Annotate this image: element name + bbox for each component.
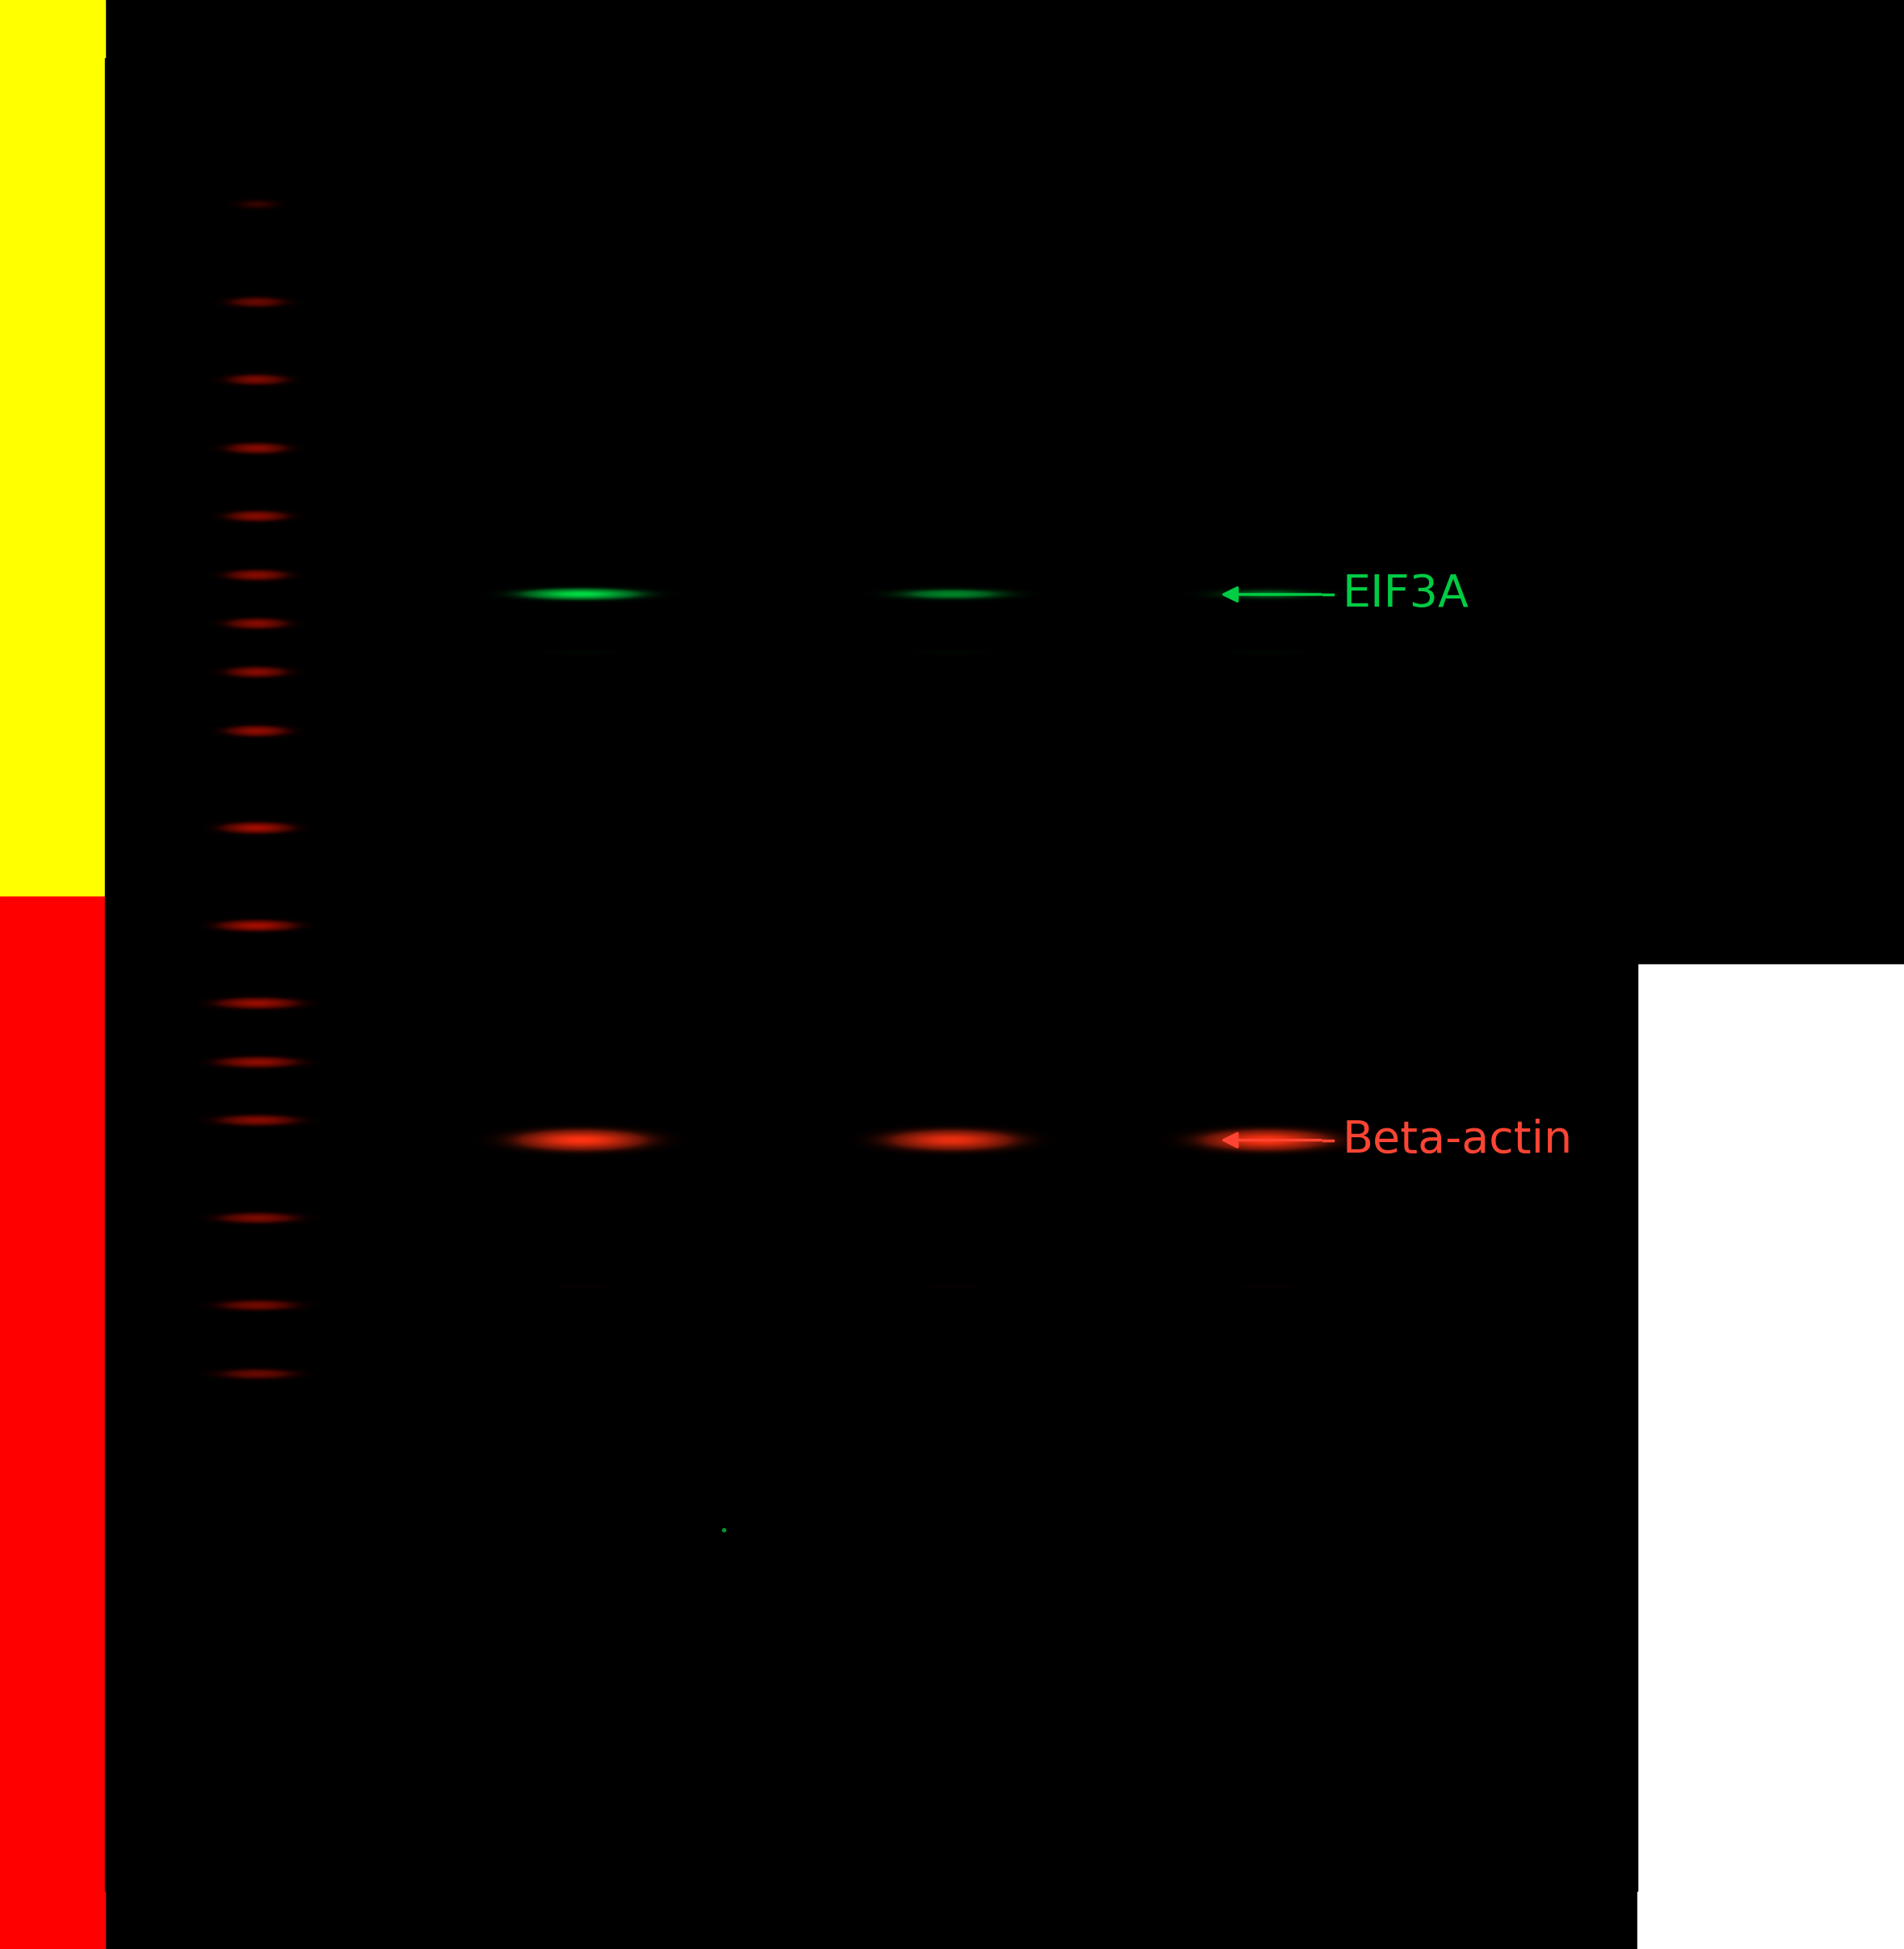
Bar [0,0,105,897]
Text: Beta-actin: Beta-actin [1342,1119,1573,1162]
Bar [0,897,105,1949]
Bar [105,58,1637,1891]
Text: EIF3A: EIF3A [1342,573,1470,616]
Bar [1637,965,1904,1949]
